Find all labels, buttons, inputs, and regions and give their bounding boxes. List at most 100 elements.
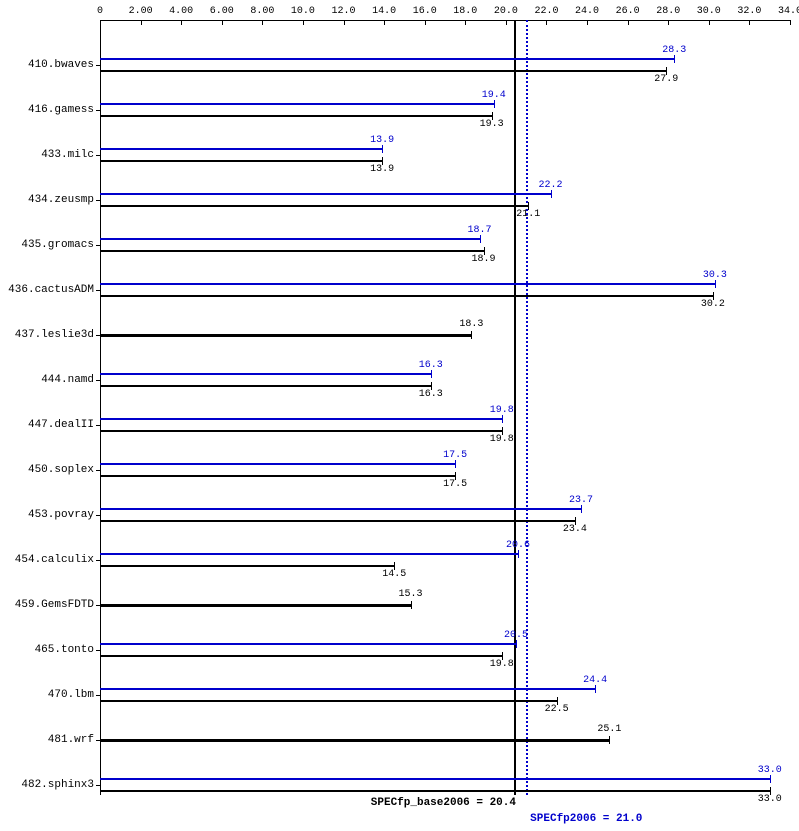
whisker-peak — [382, 145, 383, 153]
x-tick — [709, 20, 710, 25]
value-label-peak: 18.7 — [467, 225, 491, 236]
x-tick — [506, 20, 507, 25]
x-tick-label: 4.00 — [169, 6, 193, 17]
y-tick — [96, 470, 100, 471]
whisker-peak — [715, 280, 716, 288]
value-label-peak: 20.5 — [504, 630, 528, 641]
bar-base — [100, 700, 557, 702]
benchmark-label: 410.bwaves — [0, 59, 94, 71]
x-tick — [303, 20, 304, 25]
ref-line-base — [514, 20, 516, 795]
value-label-single: 18.3 — [459, 319, 483, 330]
y-tick — [96, 560, 100, 561]
value-label-base: 13.9 — [370, 164, 394, 175]
bar-peak — [100, 688, 595, 690]
whisker-peak — [595, 685, 596, 693]
bar-peak — [100, 778, 770, 780]
benchmark-label: 433.milc — [0, 149, 94, 161]
x-tick-label: 32.0 — [737, 6, 761, 17]
whisker-single — [471, 331, 472, 339]
bar-single — [100, 739, 609, 742]
footer-base-label: SPECfp_base2006 = 20.4 — [371, 797, 516, 809]
x-tick — [668, 20, 669, 25]
value-label-peak: 16.3 — [419, 360, 443, 371]
bar-base — [100, 385, 431, 387]
bar-peak — [100, 373, 431, 375]
y-tick — [96, 65, 100, 66]
x-tick-label: 34.0 — [778, 6, 799, 17]
whisker-peak — [502, 415, 503, 423]
y-tick — [96, 200, 100, 201]
bar-single — [100, 334, 471, 337]
bar-peak — [100, 238, 480, 240]
x-tick — [262, 20, 263, 25]
benchmark-label: 465.tonto — [0, 644, 94, 656]
benchmark-label: 482.sphinx3 — [0, 779, 94, 791]
bar-base — [100, 475, 455, 477]
x-tick-label: 12.0 — [332, 6, 356, 17]
x-tick — [587, 20, 588, 25]
value-label-single: 15.3 — [398, 589, 422, 600]
x-tick — [628, 20, 629, 25]
whisker-peak — [581, 505, 582, 513]
whisker-single — [609, 736, 610, 744]
benchmark-label: 444.namd — [0, 374, 94, 386]
value-label-base: 19.8 — [490, 659, 514, 670]
value-label-peak: 19.8 — [490, 405, 514, 416]
bar-peak — [100, 283, 715, 285]
x-axis-line — [100, 20, 790, 21]
whisker-single — [411, 601, 412, 609]
x-tick — [384, 20, 385, 25]
value-label-peak: 17.5 — [443, 450, 467, 461]
value-label-base: 23.4 — [563, 524, 587, 535]
bar-peak — [100, 463, 455, 465]
ref-line-peak — [526, 20, 528, 795]
x-tick-label: 16.0 — [413, 6, 437, 17]
x-tick-label: 10.0 — [291, 6, 315, 17]
x-tick — [790, 20, 791, 25]
value-label-base: 33.0 — [758, 794, 782, 805]
bar-base — [100, 430, 502, 432]
whisker-peak — [480, 235, 481, 243]
bar-base — [100, 655, 502, 657]
spec-chart: 02.004.006.008.0010.012.014.016.018.020.… — [0, 0, 799, 831]
y-tick — [96, 245, 100, 246]
bar-base — [100, 295, 713, 297]
x-tick-label: 14.0 — [372, 6, 396, 17]
bar-base — [100, 565, 394, 567]
x-tick — [465, 20, 466, 25]
x-tick-label: 8.00 — [250, 6, 274, 17]
y-tick — [96, 110, 100, 111]
value-label-base: 18.9 — [472, 254, 496, 265]
y-tick — [96, 785, 100, 786]
x-tick-label: 22.0 — [534, 6, 558, 17]
bar-base — [100, 790, 770, 792]
bar-base — [100, 115, 492, 117]
x-tick — [222, 20, 223, 25]
value-label-peak: 19.4 — [482, 90, 506, 101]
value-label-peak: 33.0 — [758, 765, 782, 776]
value-label-peak: 23.7 — [569, 495, 593, 506]
x-tick-label: 2.00 — [129, 6, 153, 17]
bar-single — [100, 604, 411, 607]
x-tick — [749, 20, 750, 25]
benchmark-label: 454.calculix — [0, 554, 94, 566]
x-tick — [181, 20, 182, 25]
x-tick — [546, 20, 547, 25]
value-label-single: 25.1 — [597, 724, 621, 735]
value-label-peak: 24.4 — [583, 675, 607, 686]
value-label-base: 30.2 — [701, 299, 725, 310]
value-label-base: 16.3 — [419, 389, 443, 400]
whisker-peak — [518, 550, 519, 558]
whisker-peak — [455, 460, 456, 468]
value-label-peak: 30.3 — [703, 270, 727, 281]
bar-peak — [100, 418, 502, 420]
whisker-peak — [770, 775, 771, 783]
value-label-peak: 13.9 — [370, 135, 394, 146]
x-tick — [100, 20, 101, 25]
y-tick — [96, 650, 100, 651]
value-label-peak: 22.2 — [539, 180, 563, 191]
value-label-base: 19.3 — [480, 119, 504, 130]
bar-peak — [100, 508, 581, 510]
y-tick — [96, 425, 100, 426]
